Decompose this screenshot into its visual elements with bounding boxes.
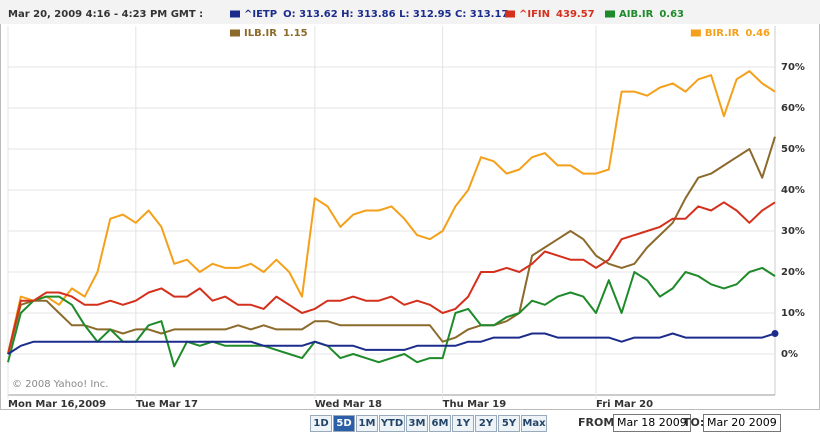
range-bar: 1D 5D 1M YTD 3M 6M 1Y 2Y 5Y Max FROM: Mar 18 2009 TO… (0, 410, 820, 438)
series-line (7, 332, 776, 355)
x-tick-label: Thu Mar 19 (443, 399, 507, 410)
y-tick-label: 60% (781, 103, 805, 114)
y-tick-label: 70% (781, 62, 805, 73)
y-tick-label: 40% (781, 185, 805, 196)
series-line (7, 70, 776, 355)
range-button[interactable]: 6M (429, 415, 451, 432)
range-button[interactable]: 1Y (452, 415, 474, 432)
legend-quote: 0.63 (659, 9, 684, 20)
y-tick-label: 0% (781, 349, 798, 360)
legend-name: ^IETP (244, 9, 277, 20)
y-tick-label: 20% (781, 267, 805, 278)
legend-swatch (605, 10, 615, 18)
x-tick-label: Wed Mar 18 (315, 399, 382, 410)
range-button[interactable]: 5Y (498, 415, 520, 432)
range-button[interactable]: 1M (356, 415, 378, 432)
range-button[interactable]: 3M (406, 415, 428, 432)
range-button[interactable]: 2Y (475, 415, 497, 432)
legend-name: ^IFIN (519, 9, 550, 20)
y-tick-label: 30% (781, 226, 805, 237)
series-line (7, 201, 776, 355)
series-line (7, 136, 776, 355)
y-tick-label: 10% (781, 308, 805, 319)
from-label: FROM: (578, 416, 619, 429)
watermark: © 2008 Yahoo! Inc. (12, 379, 108, 390)
legend-swatch (690, 29, 701, 37)
last-point (771, 330, 779, 337)
legend-quote: O: 313.62 H: 313.86 L: 312.95 C: 313.17 (283, 9, 508, 20)
legend-quote: 0.46 (745, 28, 770, 39)
legend-swatch (230, 29, 240, 37)
legend-quote: 1.15 (283, 28, 308, 39)
range-button[interactable]: 1D (310, 415, 332, 432)
to-label: TO: (683, 416, 705, 429)
range-button[interactable]: YTD (379, 415, 405, 432)
legend-name: BIR.IR (705, 28, 740, 39)
x-tick-label: Fri Mar 20 (596, 399, 653, 410)
y-tick-label: 50% (781, 144, 805, 155)
header-band (0, 0, 820, 24)
legend-name: ILB.IR (244, 28, 277, 39)
x-tick-label: Tue Mar 17 (136, 399, 198, 410)
range-button[interactable]: 5D (333, 415, 355, 432)
chart: Mar 20, 2009 4:16 - 4:23 PM GMT : © 2008… (0, 0, 820, 410)
legend-name: AIB.IR (619, 9, 654, 20)
legend-swatch (230, 10, 240, 18)
to-date[interactable]: Mar 20 2009 (703, 414, 781, 432)
from-date[interactable]: Mar 18 2009 (613, 414, 691, 432)
legend-swatch (505, 10, 515, 18)
range-button[interactable]: Max (521, 415, 547, 432)
x-tick-label: Mon Mar 16,2009 (8, 399, 106, 410)
legend-quote: 439.57 (556, 9, 595, 20)
chart-title: Mar 20, 2009 4:16 - 4:23 PM GMT : (8, 9, 203, 20)
